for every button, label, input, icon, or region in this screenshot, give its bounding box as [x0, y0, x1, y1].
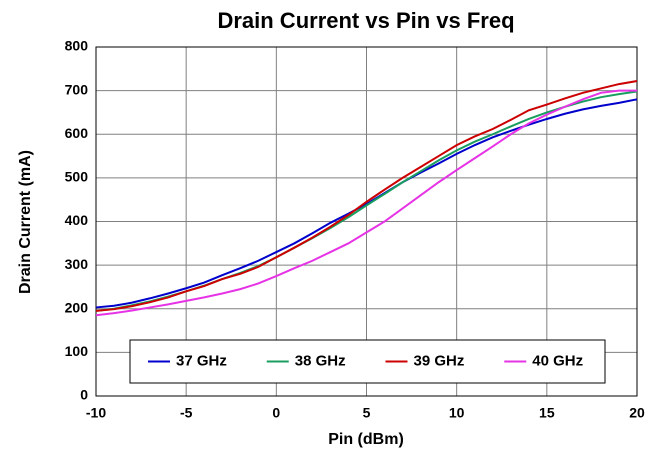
y-tick-label: 200 — [65, 299, 89, 315]
plot-frame — [95, 46, 638, 397]
y-tick-label: 0 — [80, 387, 88, 403]
legend-label: 38 GHz — [295, 352, 346, 369]
x-tick-label: -10 — [86, 405, 106, 421]
legend-label: 37 GHz — [176, 352, 227, 369]
x-tick-label: 0 — [272, 405, 280, 421]
y-tick-label: 400 — [65, 212, 89, 228]
y-axis-label: Drain Current (mA) — [17, 150, 34, 294]
x-tick-label: 5 — [363, 405, 371, 421]
series-line — [95, 80, 638, 312]
x-tick-label: 20 — [629, 405, 645, 421]
x-tick-label: 15 — [539, 405, 555, 421]
y-tick-label: 600 — [65, 125, 89, 141]
legend-label: 40 GHz — [532, 352, 583, 369]
legend-label: 39 GHz — [414, 352, 465, 369]
y-tick-label: 300 — [65, 256, 89, 272]
x-tick-label: 10 — [449, 405, 465, 421]
series-line — [95, 98, 638, 309]
series-line — [95, 89, 637, 317]
y-tick-label: 700 — [65, 81, 89, 97]
y-tick-label: 500 — [65, 169, 89, 185]
x-axis-label: Pin (dBm) — [328, 431, 404, 448]
chart-title: Drain Current vs Pin vs Freq — [217, 8, 514, 33]
y-tick-label: 800 — [65, 38, 89, 54]
y-tick-label: 100 — [65, 343, 89, 359]
x-tick-label: -5 — [180, 405, 193, 421]
